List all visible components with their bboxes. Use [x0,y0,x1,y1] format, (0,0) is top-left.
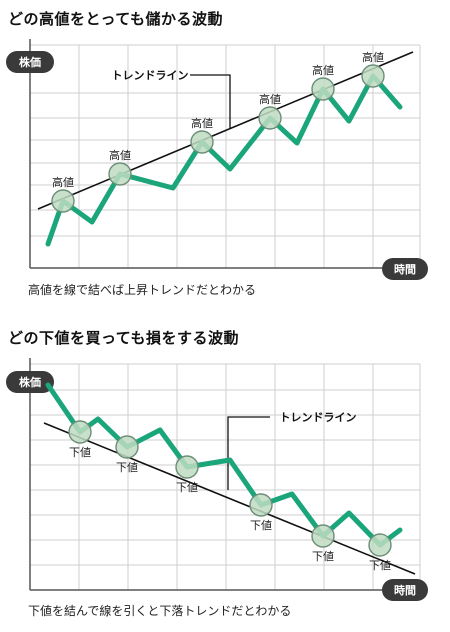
series-line-1 [45,382,403,548]
ylabel-badge-text-1: 株価 [19,375,41,389]
xlabel-badge-text-1: 時間 [394,583,416,597]
point-label-1-1: 下値 [116,461,138,474]
point-label-0-3: 高値 [259,92,281,106]
marker-0-3 [258,106,282,130]
heading-bottom: どの下値を買っても損をする波動 [8,329,240,347]
caption-top: 高値を線で結べば上昇トレンドだとわかる [28,283,257,297]
trendline-callout-0 [190,74,231,128]
marker-0-1 [108,162,132,186]
point-label-1-5: 下値 [369,559,391,572]
point-label-0-5: 高値 [362,50,384,64]
heading-top: どの高値をとっても儲かる波動 [8,10,224,28]
point-label-1-0: 下値 [69,446,91,459]
marker-0-2 [190,130,214,154]
xlabel-badge-1 [382,579,428,601]
point-label-0-2: 高値 [191,116,213,130]
marker-1-2 [175,455,199,479]
xlabel-badge-text-0: 時間 [394,262,416,276]
series-line-0 [45,73,403,247]
trendline-label-1: トレンドライン [280,411,357,424]
trendline-callout-1 [227,416,270,490]
marker-1-4 [311,524,335,548]
point-label-1-3: 下値 [250,519,272,532]
trendline-label-0: トレンドライン [112,69,189,82]
point-label-1-4: 下値 [312,550,334,563]
marker-1-1 [115,435,139,459]
trendline-1 [43,422,416,575]
point-label-1-2: 下値 [176,481,198,494]
point-label-0-4: 高値 [312,63,334,77]
marker-1-5 [368,533,392,557]
marker-0-5 [361,64,385,88]
marker-0-4 [311,77,335,101]
point-label-0-1: 高値 [109,148,131,162]
trendline-0 [37,51,414,210]
point-label-0-0: 高値 [52,175,74,189]
caption-bottom: 下値を結んで線を引くと下落トレンドだとわかる [28,604,292,618]
xlabel-badge-0 [382,258,428,280]
ylabel-badge-text-0: 株価 [19,55,41,69]
ylabel-badge-1 [6,371,54,393]
ylabel-badge-0 [6,51,54,73]
marker-0-0 [51,189,75,213]
marker-1-0 [68,420,92,444]
marker-1-3 [249,493,273,517]
